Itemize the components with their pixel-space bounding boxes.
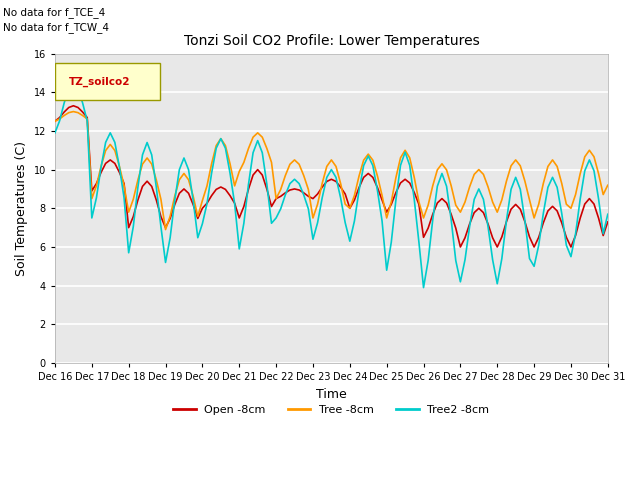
Open -8cm [364,170,372,176]
Open -8cm [83,115,91,120]
FancyBboxPatch shape [55,63,160,100]
Open -8cm [217,184,225,190]
Tree2 -8cm [577,196,584,202]
Open -8cm [406,180,413,186]
Title: Tonzi Soil CO2 Profile: Lower Temperatures: Tonzi Soil CO2 Profile: Lower Temperatur… [184,34,479,48]
Open -8cm [51,119,59,124]
Open -8cm [456,244,464,250]
Line: Tree -8cm: Tree -8cm [55,111,640,229]
Tree -8cm [70,108,77,114]
Tree -8cm [51,119,59,124]
Tree -8cm [162,227,170,232]
Tree2 -8cm [406,163,413,168]
Open -8cm [577,216,584,221]
Tree -8cm [83,116,91,122]
Tree2 -8cm [364,153,372,159]
Tree -8cm [577,171,584,177]
Tree2 -8cm [51,130,59,136]
Tree -8cm [525,197,533,203]
Text: No data for f_TCW_4: No data for f_TCW_4 [3,22,109,33]
Tree2 -8cm [525,256,533,262]
Tree2 -8cm [70,80,77,85]
Open -8cm [70,103,77,108]
Tree -8cm [369,157,377,163]
Tree -8cm [410,175,418,180]
Text: TZ_soilco2: TZ_soilco2 [68,76,131,86]
Text: No data for f_TCE_4: No data for f_TCE_4 [3,7,106,18]
Tree -8cm [221,143,229,148]
Open -8cm [525,234,533,240]
X-axis label: Time: Time [316,388,347,401]
Line: Open -8cm: Open -8cm [55,106,640,247]
Y-axis label: Soil Temperatures (C): Soil Temperatures (C) [15,141,28,276]
Line: Tree2 -8cm: Tree2 -8cm [55,83,640,288]
Tree2 -8cm [217,136,225,142]
Tree2 -8cm [83,118,91,124]
Legend: Open -8cm, Tree -8cm, Tree2 -8cm: Open -8cm, Tree -8cm, Tree2 -8cm [169,400,494,420]
Tree2 -8cm [420,285,428,290]
